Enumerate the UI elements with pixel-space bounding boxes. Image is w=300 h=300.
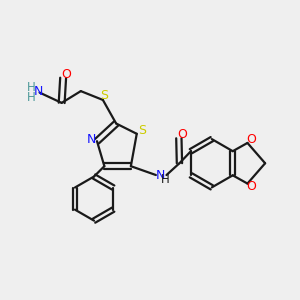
Text: N: N xyxy=(34,85,43,98)
Text: O: O xyxy=(62,68,72,81)
Text: O: O xyxy=(246,180,256,193)
Text: N: N xyxy=(156,169,165,182)
Text: H: H xyxy=(27,81,36,94)
Text: S: S xyxy=(138,124,146,137)
Text: O: O xyxy=(246,134,256,146)
Text: H: H xyxy=(27,91,36,104)
Text: H: H xyxy=(161,173,170,186)
Text: N: N xyxy=(86,133,96,146)
Text: S: S xyxy=(100,89,108,102)
Text: O: O xyxy=(178,128,187,141)
